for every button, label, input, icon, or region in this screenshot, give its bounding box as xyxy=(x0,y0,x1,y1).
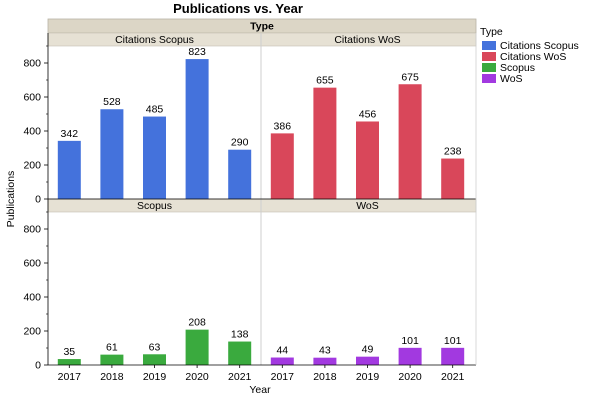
panel-header-bar xyxy=(47,198,477,213)
bar-value-label: 44 xyxy=(276,345,288,357)
bar-value-label: 43 xyxy=(319,345,331,357)
x-tick-label: 2019 xyxy=(356,371,380,383)
bar-value-label: 63 xyxy=(149,341,161,353)
bar-value-label: 238 xyxy=(444,146,462,158)
bar-value-label: 35 xyxy=(63,346,75,358)
x-tick-label: 2017 xyxy=(271,371,295,383)
legend-swatch xyxy=(482,41,496,50)
legend-label: Citations WoS xyxy=(500,51,566,63)
y-tick-label: 400 xyxy=(23,126,41,138)
x-tick-label: 2021 xyxy=(228,371,252,383)
bar-value-label: 101 xyxy=(444,335,462,347)
bar xyxy=(228,341,252,365)
bar-value-label: 61 xyxy=(106,342,118,354)
bar-value-label: 342 xyxy=(61,128,79,140)
legend-title: Type xyxy=(480,26,503,38)
bar-value-label: 290 xyxy=(231,137,249,149)
legend-label: Scopus xyxy=(500,62,535,74)
bar-value-label: 386 xyxy=(274,120,292,132)
bar-value-label: 823 xyxy=(188,46,206,58)
bar xyxy=(270,357,294,365)
bar xyxy=(398,84,422,199)
panel-header-bar xyxy=(47,32,477,47)
chart-title: Publications vs. Year xyxy=(173,1,303,16)
y-tick-label: 0 xyxy=(35,360,41,372)
panel-title: WoS xyxy=(356,200,379,212)
bar xyxy=(441,158,465,199)
x-tick-label: 2017 xyxy=(58,371,82,383)
x-tick-label: 2018 xyxy=(100,371,124,383)
panel-title: Citations Scopus xyxy=(115,34,194,46)
group-header-label: Type xyxy=(250,21,274,33)
legend-label: Citations Scopus xyxy=(500,40,579,52)
y-tick-label: 0 xyxy=(35,194,41,206)
bar-value-label: 528 xyxy=(103,96,121,108)
x-tick-label: 2021 xyxy=(441,371,465,383)
bar xyxy=(143,116,166,199)
bar xyxy=(270,133,294,199)
x-tick-label: 2020 xyxy=(398,371,422,383)
bar xyxy=(398,347,422,365)
bar-value-label: 101 xyxy=(401,335,419,347)
x-tick-label: 2020 xyxy=(185,371,209,383)
bar xyxy=(185,59,209,200)
y-tick-label: 800 xyxy=(23,224,41,236)
x-axis-label: Year xyxy=(249,384,271,396)
y-tick-label: 600 xyxy=(23,258,41,270)
legend-swatch xyxy=(482,63,496,72)
y-tick-label: 400 xyxy=(23,292,41,304)
y-tick-label: 600 xyxy=(23,92,41,104)
bar-value-label: 655 xyxy=(316,75,334,87)
bar xyxy=(356,121,379,199)
y-tick-label: 200 xyxy=(23,160,41,172)
panel-title: Scopus xyxy=(137,200,172,212)
legend-swatch xyxy=(482,52,496,61)
bar-value-label: 49 xyxy=(362,344,374,356)
bar xyxy=(441,347,465,365)
bar xyxy=(313,87,337,199)
bar-value-label: 485 xyxy=(146,104,164,116)
bar xyxy=(57,359,81,365)
panel-title: Citations WoS xyxy=(334,34,400,46)
bar xyxy=(356,356,379,365)
legend-label: WoS xyxy=(500,73,523,85)
y-tick-label: 800 xyxy=(23,58,41,70)
bar xyxy=(100,109,124,199)
x-tick-label: 2019 xyxy=(143,371,167,383)
bar xyxy=(57,140,81,199)
y-tick-label: 200 xyxy=(23,326,41,338)
bar-value-label: 208 xyxy=(188,317,206,329)
legend-swatch xyxy=(482,74,496,83)
x-tick-label: 2018 xyxy=(313,371,337,383)
bar-value-label: 456 xyxy=(359,108,377,120)
bar xyxy=(228,149,252,199)
bar xyxy=(185,329,209,365)
bar-value-label: 138 xyxy=(231,329,249,341)
y-axis-label: Publications xyxy=(5,171,17,228)
bar xyxy=(143,354,166,365)
bar xyxy=(313,357,337,365)
bar xyxy=(100,354,124,365)
bar-value-label: 675 xyxy=(401,71,419,83)
